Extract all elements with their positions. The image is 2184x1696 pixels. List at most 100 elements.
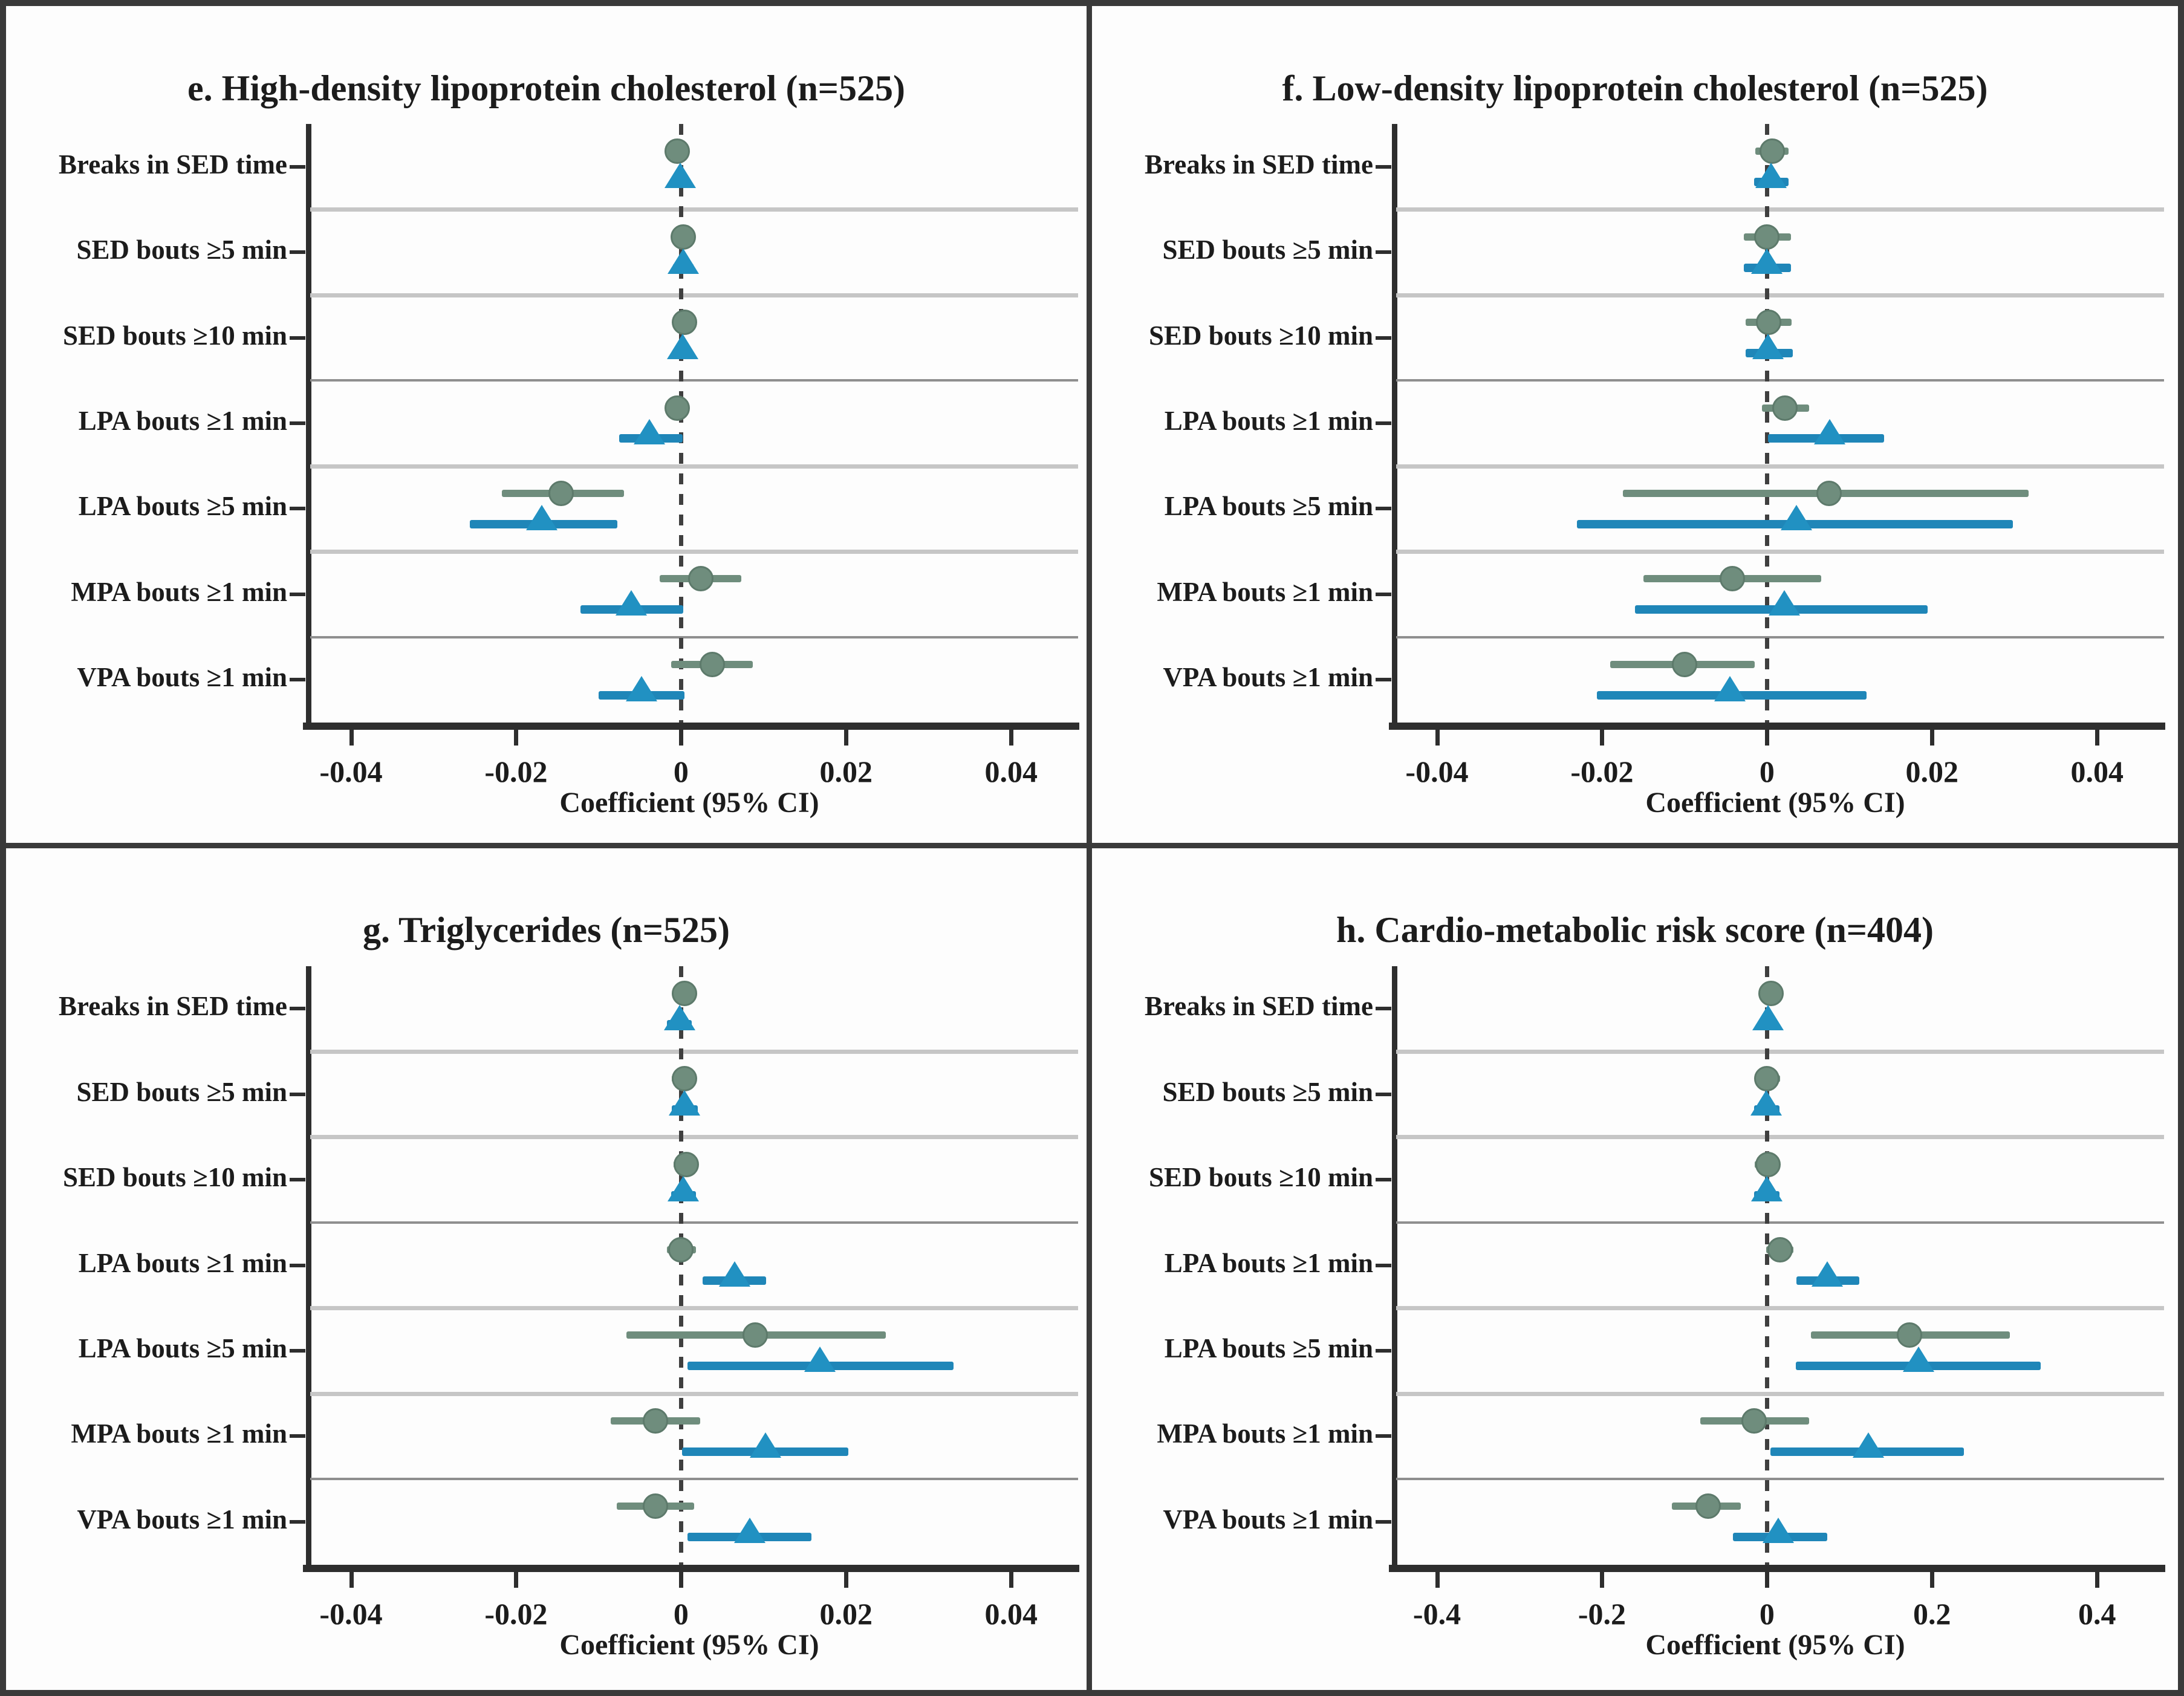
y-category-label: Breaks in SED time xyxy=(1145,149,1373,180)
y-category-label: VPA bouts ≥1 min xyxy=(77,1504,287,1535)
x-tick-label: -0.2 xyxy=(1578,1596,1626,1631)
y-category-label: Breaks in SED time xyxy=(59,991,287,1022)
y-tick-mark xyxy=(1376,250,1391,255)
triangle-marker xyxy=(1781,504,1813,530)
panel-ldl-cholesterol: f. Low-density lipoprotein cholesterol (… xyxy=(1092,6,2178,848)
x-tick-label: 0.04 xyxy=(2070,755,2124,788)
triangle-marker xyxy=(663,1004,695,1030)
x-tick-label: -0.02 xyxy=(484,1596,548,1631)
y-category-label: SED bouts ≥10 min xyxy=(1148,320,1373,351)
row-separator-line xyxy=(1396,464,2164,469)
x-tick-mark xyxy=(1435,730,1440,746)
y-tick-mark xyxy=(1376,1348,1391,1353)
row-separator-line xyxy=(310,1221,1078,1224)
x-tick-mark xyxy=(1600,1571,1605,1588)
triangle-marker xyxy=(1755,163,1787,189)
x-tick-mark xyxy=(514,730,519,746)
triangle-marker xyxy=(749,1432,781,1458)
x-axis-spine xyxy=(1389,1564,2165,1572)
y-tick-mark xyxy=(1376,1519,1391,1524)
circle-marker xyxy=(1695,1493,1721,1519)
y-tick-mark xyxy=(1376,1178,1391,1182)
x-tick-label: -0.04 xyxy=(319,755,383,788)
zero-reference-line xyxy=(1765,124,1770,723)
circle-marker xyxy=(664,395,690,421)
circle-marker xyxy=(1755,1151,1781,1177)
x-tick-label: 0.02 xyxy=(819,755,873,788)
triangle-marker xyxy=(733,1518,765,1544)
panel-triglycerides: g. Triglycerides (n=525) Breaks in SED t… xyxy=(6,848,1092,1690)
row-separator-line xyxy=(1396,1049,2164,1054)
y-category-label: LPA bouts ≥5 min xyxy=(78,1333,287,1363)
x-tick-label: 0.04 xyxy=(984,1596,1038,1631)
y-tick-mark xyxy=(1376,164,1391,169)
x-tick-mark xyxy=(2095,730,2100,746)
x-tick-label: -0.02 xyxy=(1570,755,1634,788)
triangle-marker xyxy=(668,1175,700,1201)
circle-marker xyxy=(1897,1322,1923,1348)
forest-plot-triglycerides: Breaks in SED time SED bouts ≥5 min SED bo… xyxy=(39,966,1079,1683)
triangle-marker xyxy=(668,248,700,274)
x-tick-label: 0.2 xyxy=(1913,1596,1951,1631)
y-category-label: VPA bouts ≥1 min xyxy=(1163,662,1373,693)
y-tick-mark xyxy=(290,336,305,340)
y-tick-mark xyxy=(290,164,305,169)
y-category-label: Breaks in SED time xyxy=(1145,991,1373,1022)
triangle-marker xyxy=(1769,590,1800,616)
row-separator-line xyxy=(1396,1135,2164,1140)
y-axis-spine xyxy=(1392,966,1397,1568)
circle-marker xyxy=(1720,566,1746,592)
x-tick-mark xyxy=(1765,1571,1770,1588)
triangle-marker xyxy=(1763,1518,1795,1544)
y-tick-mark xyxy=(290,1348,305,1353)
x-tick-mark xyxy=(1930,730,1935,746)
x-tick-mark xyxy=(1600,730,1605,746)
y-category-label: SED bouts ≥5 min xyxy=(76,235,287,265)
x-tick-label: 0 xyxy=(673,755,689,788)
x-tick-mark xyxy=(1930,1571,1935,1588)
y-category-label: LPA bouts ≥5 min xyxy=(1164,1333,1373,1363)
row-separator-line xyxy=(1396,1306,2164,1311)
row-separator-line xyxy=(310,1049,1078,1054)
y-axis-spine xyxy=(1392,124,1397,726)
y-tick-mark xyxy=(1376,678,1391,682)
triangle-marker xyxy=(1752,1004,1784,1030)
triangle-marker xyxy=(668,1090,700,1116)
circle-marker xyxy=(668,1237,694,1263)
x-tick-mark xyxy=(844,1571,849,1588)
circle-marker xyxy=(673,1151,699,1177)
x-axis-spine xyxy=(1389,723,2165,730)
x-tick-mark xyxy=(1435,1571,1440,1588)
circle-marker xyxy=(548,480,574,506)
panel-title: h. Cardio-metabolic risk score (n=404) xyxy=(1336,910,1934,950)
circle-marker xyxy=(1759,138,1785,164)
row-separator-line xyxy=(310,635,1078,638)
x-axis-label: Coefficient (95% CI) xyxy=(1645,1628,1905,1661)
circle-marker xyxy=(671,1066,697,1092)
y-tick-mark xyxy=(290,592,305,596)
row-separator-line xyxy=(310,1306,1078,1311)
circle-marker xyxy=(664,138,690,164)
row-separator-line xyxy=(1396,293,2164,297)
x-tick-label: -0.02 xyxy=(484,755,548,788)
x-tick-mark xyxy=(844,730,849,746)
triangle-marker xyxy=(1750,1090,1782,1116)
triangle-marker xyxy=(1751,248,1783,274)
row-separator-line xyxy=(310,1135,1078,1140)
circle-marker xyxy=(1816,480,1842,506)
triangle-marker xyxy=(1751,1175,1783,1201)
y-category-label: LPA bouts ≥1 min xyxy=(1164,406,1373,436)
panel-hdl-cholesterol: e. High-density lipoprotein cholesterol … xyxy=(6,6,1092,848)
y-category-label: LPA bouts ≥1 min xyxy=(1164,1247,1373,1278)
circle-marker xyxy=(1756,310,1782,336)
x-axis-label: Coefficient (95% CI) xyxy=(559,1628,819,1661)
y-tick-mark xyxy=(1376,1263,1391,1267)
y-tick-mark xyxy=(290,250,305,255)
triangle-marker xyxy=(625,675,657,701)
y-axis-spine xyxy=(306,124,311,726)
y-tick-mark xyxy=(1376,421,1391,425)
circle-marker xyxy=(1758,980,1784,1006)
x-tick-label: 0.4 xyxy=(2078,1596,2116,1631)
panel-title: f. Low-density lipoprotein cholesterol (… xyxy=(1282,68,1988,108)
triangle-marker xyxy=(634,419,666,445)
